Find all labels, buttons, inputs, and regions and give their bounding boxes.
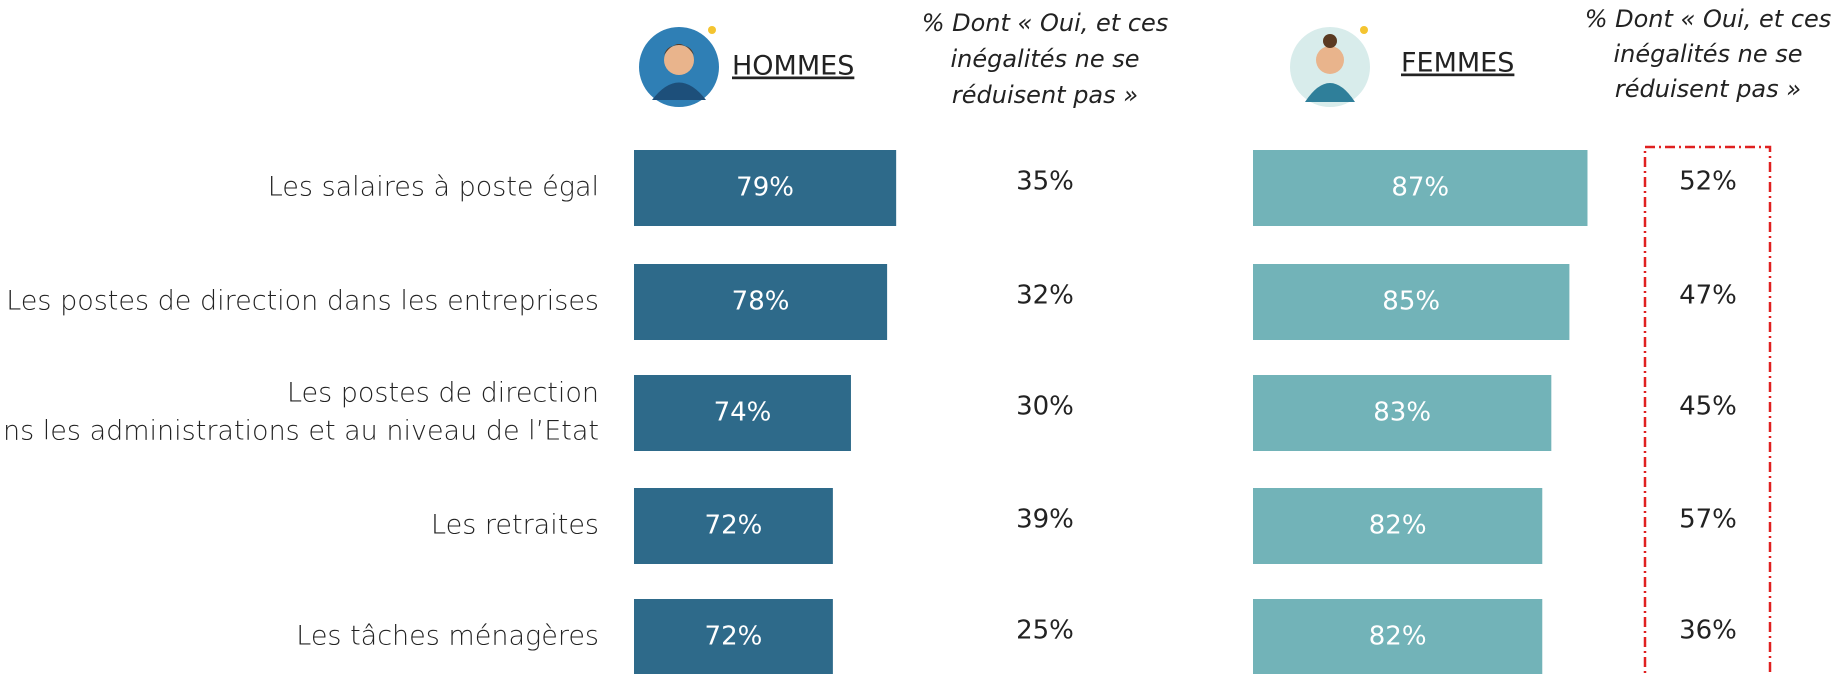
- men-icon: [639, 26, 719, 107]
- category-label: Les salaires à poste égal: [268, 172, 599, 203]
- column-header: % Dont « Oui, et ces: [1585, 5, 1832, 33]
- chart: Les salaires à poste égal Les postes de d…: [0, 0, 1835, 674]
- bar-label: 79%: [736, 173, 794, 203]
- sub-value: 47%: [1679, 281, 1737, 311]
- bar-label: 72%: [705, 622, 763, 652]
- bar-label: 82%: [1369, 511, 1427, 541]
- category-label: Les retraites: [431, 510, 599, 541]
- bar-label: 87%: [1391, 173, 1449, 203]
- bar-label: 74%: [714, 398, 772, 428]
- sub-value: 30%: [1016, 392, 1074, 422]
- category-label: Les postes de direction: [287, 378, 599, 409]
- column-header: réduisent pas »: [952, 81, 1138, 109]
- sub-value: 36%: [1679, 616, 1737, 646]
- panel-title: HOMMES: [732, 51, 854, 82]
- women-icon: [1290, 26, 1370, 107]
- column-header: inégalités ne se: [1613, 40, 1802, 68]
- sub-value: 52%: [1679, 167, 1737, 197]
- bar-label: 83%: [1373, 398, 1431, 428]
- column-header: réduisent pas »: [1615, 75, 1801, 103]
- sub-value: 25%: [1016, 616, 1074, 646]
- sub-value: 35%: [1016, 167, 1074, 197]
- panel-title: FEMMES: [1401, 48, 1514, 79]
- bar-label: 78%: [732, 287, 790, 317]
- bar-label: 85%: [1382, 287, 1440, 317]
- category-label: Les postes de direction dans les entrepr…: [6, 286, 599, 317]
- category-label: Les tâches ménagères: [296, 621, 599, 652]
- sub-value: 32%: [1016, 281, 1074, 311]
- column-header: % Dont « Oui, et ces: [922, 9, 1169, 37]
- category-label: dans les administrations et au niveau de…: [0, 416, 599, 447]
- column-header: inégalités ne se: [950, 45, 1139, 73]
- bar-label: 72%: [705, 511, 763, 541]
- sub-value: 45%: [1679, 392, 1737, 422]
- sub-value: 57%: [1679, 505, 1737, 535]
- sub-value: 39%: [1016, 505, 1074, 535]
- bar-label: 82%: [1369, 622, 1427, 652]
